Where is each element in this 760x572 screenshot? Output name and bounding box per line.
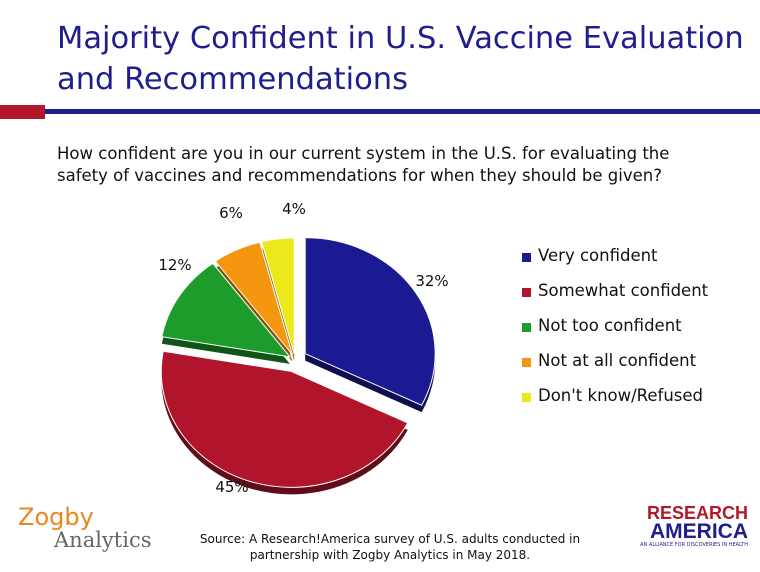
legend-swatch [522,253,531,262]
slice-value-label: 4% [282,200,306,218]
legend-label: Somewhat confident [538,281,709,300]
research-logo-text: RESEARCH [646,503,748,523]
zogby-analytics-logo: Zogby Analytics [18,503,152,552]
zogby-logo-text: Zogby [18,503,94,531]
slice-value-label: 6% [219,204,243,222]
legend-swatch [522,393,531,402]
legend-label: Very confident [538,246,658,265]
america-logo-text: AMERICA [650,520,748,543]
legend-swatch [522,323,531,332]
legend-swatch [522,358,531,367]
slice-value-label: 32% [415,272,448,290]
pie-slice [161,262,292,358]
research-tagline: AN ALLIANCE FOR DISCOVERIES IN HEALTH [640,542,748,548]
source-note: Source: A Research!America survey of U.S… [199,532,581,562]
title-rule [45,109,760,114]
pie-slice [260,237,295,355]
slide-title: Majority Confident in U.S. Vaccine Evalu… [57,21,744,97]
pie-slice [214,241,293,355]
pie-slice [160,350,409,488]
research-america-logo: RESEARCH AMERICA AN ALLIANCE FOR DISCOVE… [613,504,748,549]
legend-swatch [522,288,531,297]
legend-label: Don't know/Refused [538,386,704,405]
slice-value-label: 12% [158,256,191,274]
pie-slice [304,237,436,406]
title-rule-accent [0,105,45,119]
legend-label: Not too confident [538,316,682,335]
slice-value-label: 45% [215,478,248,496]
legend-label: Not at all confident [538,351,697,370]
analytics-logo-text: Analytics [54,528,152,552]
survey-question: How confident are you in our current sys… [57,144,670,185]
